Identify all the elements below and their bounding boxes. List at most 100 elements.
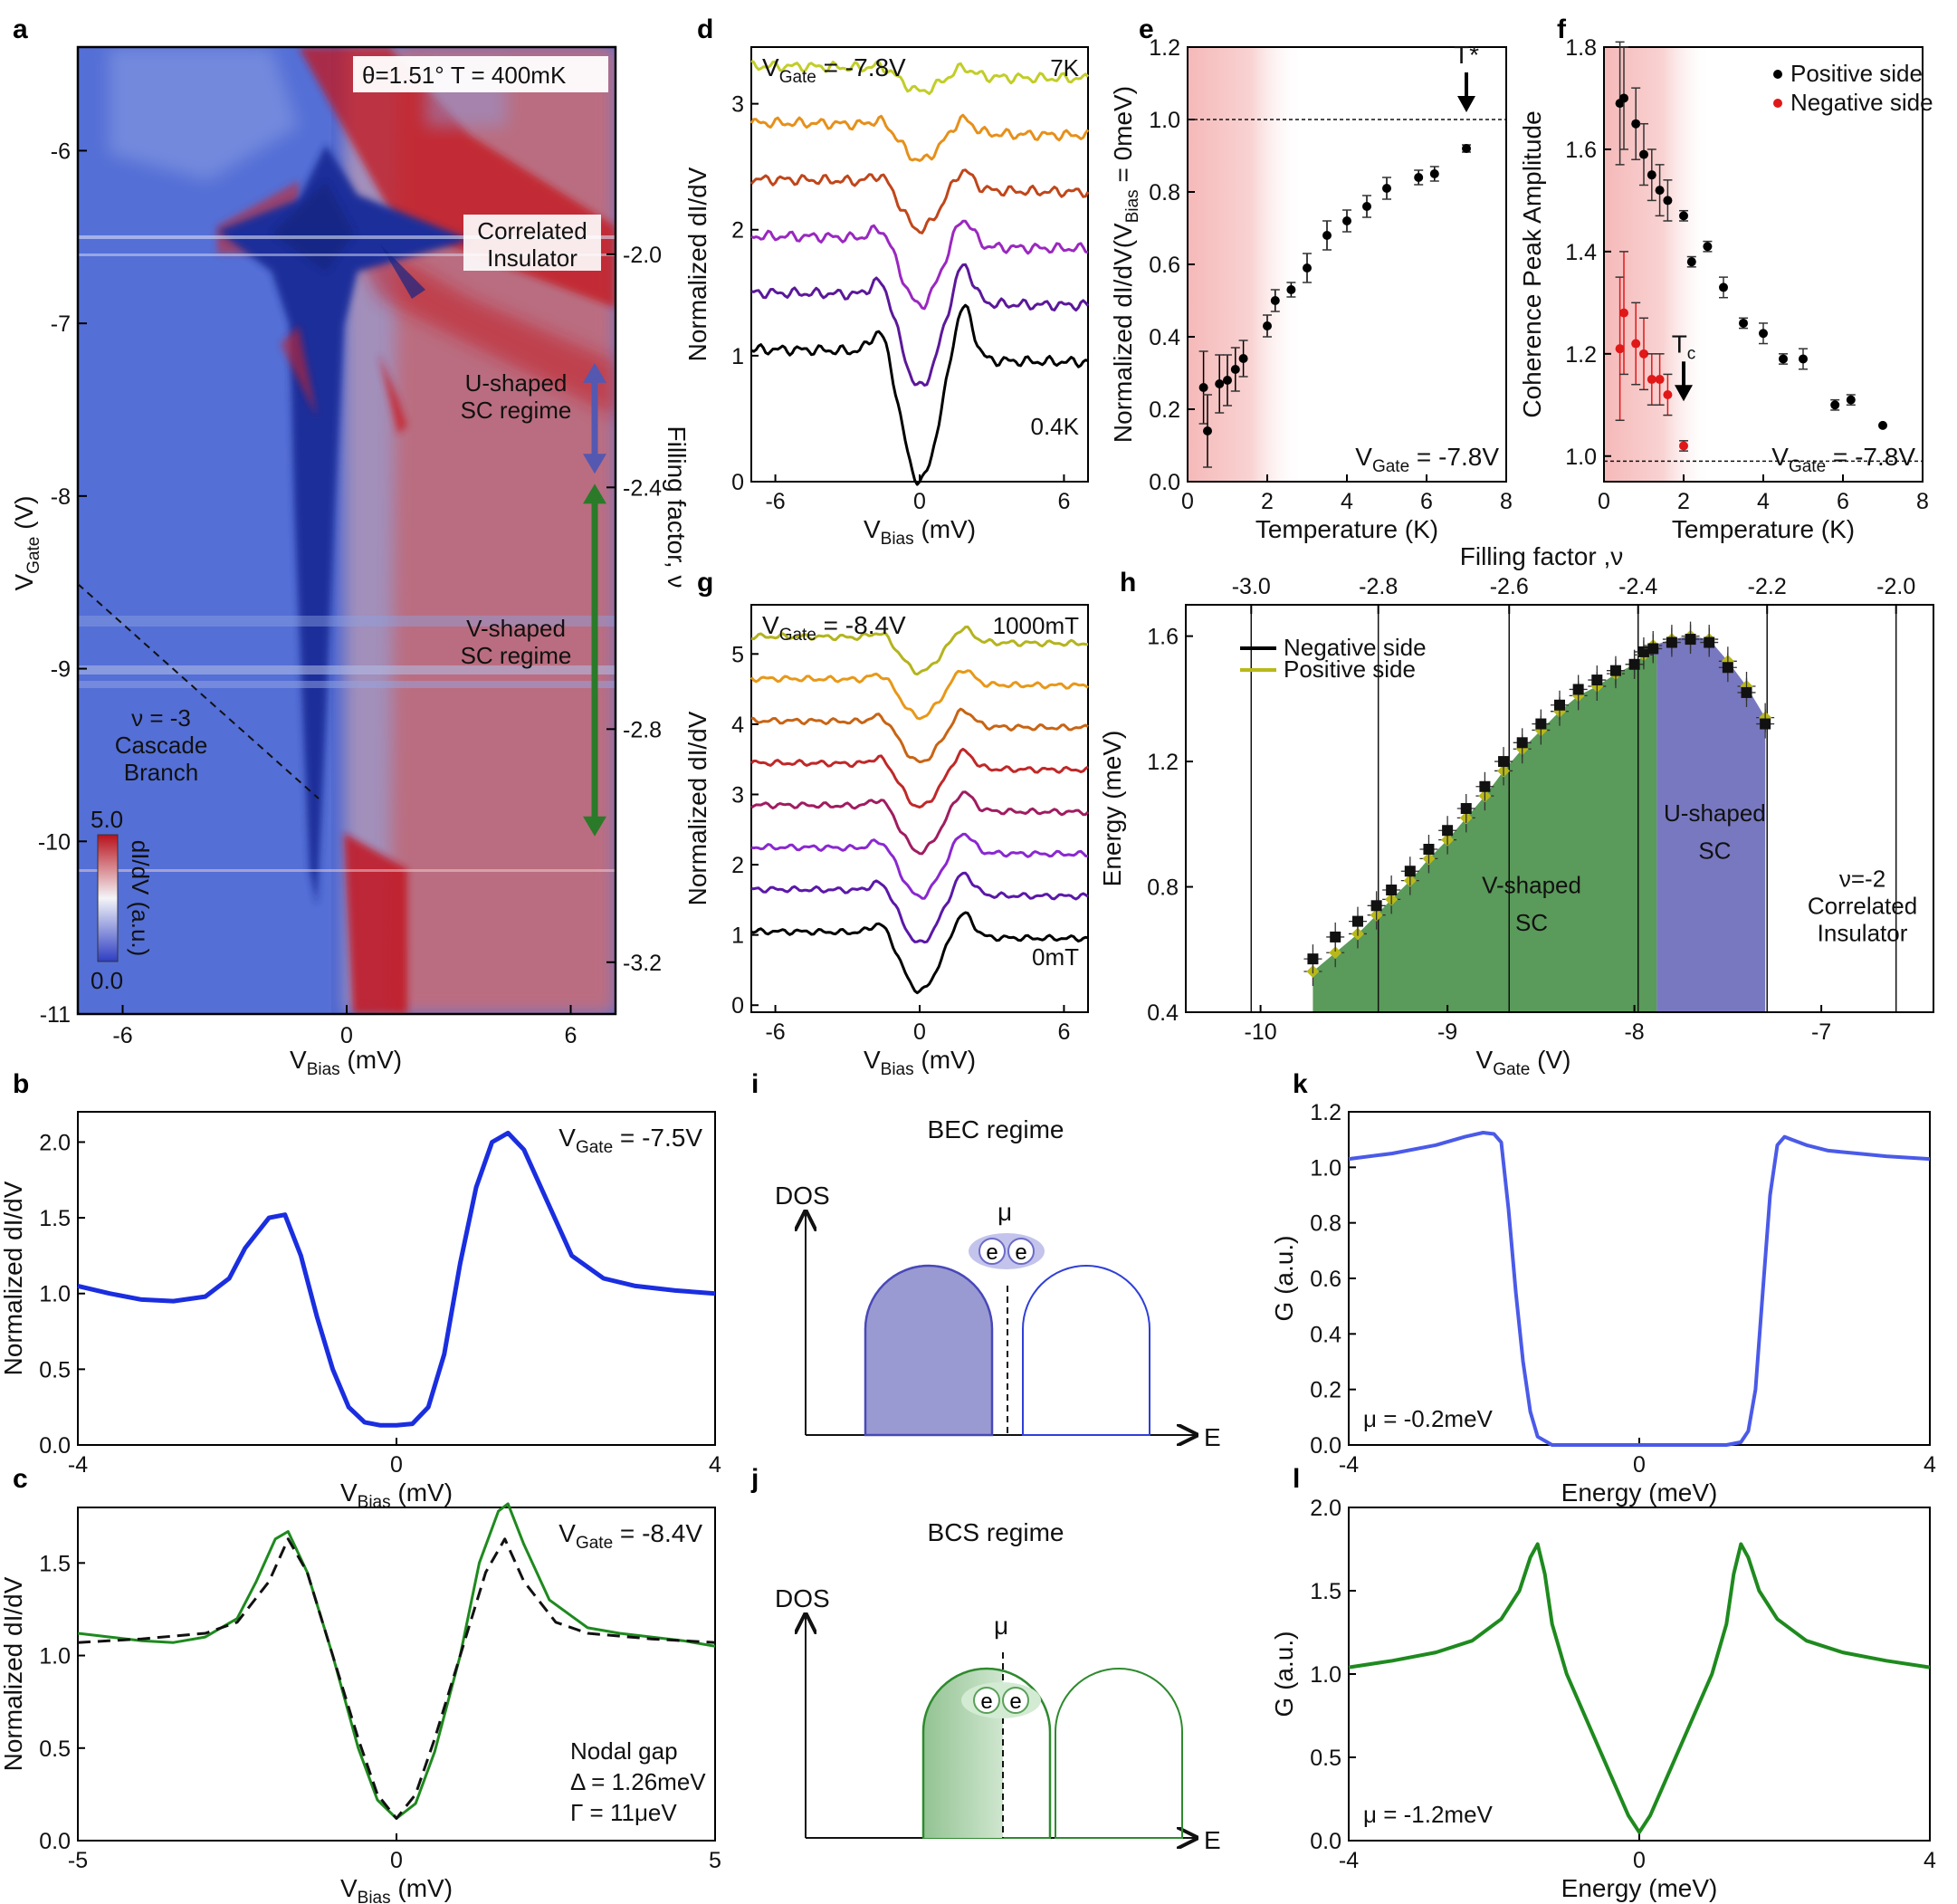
negative-side-point	[1498, 756, 1510, 768]
panel-letter-a: a	[13, 14, 28, 44]
data-point	[1631, 119, 1641, 129]
superconducting-shade	[1188, 47, 1303, 482]
heatmap-y-ticks: -6 -7 -8 -9 -10 -11	[38, 139, 87, 1028]
bcs-electron-1-label: e	[980, 1689, 992, 1714]
legend-top: 7K	[1050, 54, 1079, 81]
top-axis-label: Filling factor ,ν	[1460, 542, 1624, 570]
y-tick-label: 0.2	[1310, 1378, 1341, 1403]
bcs-title: BCS regime	[928, 1518, 1064, 1546]
cascade-label-1: ν = -3	[131, 704, 191, 732]
data-point	[1703, 242, 1713, 252]
y-tick-label: 3	[731, 92, 744, 118]
panel-h-gap-vs-gate: -3.0 -2.8 -2.6 -2.4 -2.2 -2.0 -10 -9 -8 -7 0.4 0.8 1…	[1098, 542, 1934, 1079]
spectrum-curve	[750, 59, 1090, 95]
panel-d-temperature-spectra: -6 0 6 0 1 2 3 VBias (mV) Normalized dI/dV VGate …	[683, 46, 1090, 549]
x-tick-label: 5	[709, 1848, 721, 1873]
y-tick-label: 0.2	[1149, 397, 1180, 423]
negative-side-point	[1423, 844, 1435, 855]
panel-j-bcs-diagram: BCS regime DOS E μ e e	[775, 1518, 1221, 1854]
x-tick-label: -9	[1437, 1019, 1457, 1045]
x-axis-label: VGate (V)	[1476, 1046, 1571, 1079]
y-axis-label: Normalized dI/dV	[683, 711, 711, 905]
data-point	[1679, 211, 1688, 221]
y-tick-label: 1.0	[1310, 1155, 1341, 1181]
panel-title: VGate = -7.8V	[1355, 443, 1499, 476]
bcs-dos-label: DOS	[775, 1584, 830, 1612]
regime-arrow-head	[583, 483, 606, 504]
y-tick-label: 1.2	[1147, 750, 1179, 775]
x-tick-label: 6	[1057, 1019, 1070, 1045]
bec-electron-1-label: e	[986, 1240, 998, 1265]
y-tick-label: -10	[38, 829, 71, 855]
negative-side-point	[1516, 737, 1528, 749]
data-point	[1719, 282, 1728, 292]
y-tick-label: 5	[731, 642, 744, 667]
y-tick-label: 0.0	[39, 1433, 71, 1459]
u-shaped-label-2: SC regime	[461, 397, 572, 424]
y-axis-label: Normalized dI/dV	[0, 1181, 27, 1375]
y-tick-label: 1.2	[1565, 342, 1597, 368]
negative-side-point	[1460, 803, 1472, 814]
spectrum-curve	[750, 303, 1089, 486]
y-tick-label: 0.4	[1149, 325, 1180, 350]
filling-tick-label: -2.0	[1876, 574, 1915, 599]
bcs-mu-label: μ	[994, 1612, 1008, 1640]
bec-filled-band	[864, 1264, 994, 1437]
y-tick-label: 1	[731, 344, 744, 369]
x-tick-label: 2	[1677, 489, 1690, 514]
panel-letter-h: h	[1120, 568, 1136, 598]
data-point	[1203, 426, 1212, 435]
panel-title: VGate = -7.5V	[558, 1124, 702, 1157]
spectrum-curve	[749, 669, 1089, 721]
filling-tick-label: -2.4	[1618, 574, 1657, 599]
data-point	[1679, 441, 1688, 451]
panel-letter-i: i	[751, 1069, 759, 1099]
bec-electron-2-label: e	[1015, 1240, 1026, 1265]
spectrum-curve	[750, 263, 1090, 387]
x-tick-label: 6	[1837, 489, 1849, 514]
v-shaped-label-1: V-shaped	[466, 615, 566, 642]
panel-letter-d: d	[697, 14, 713, 44]
y-tick-label: 2	[731, 853, 744, 878]
fit-annotation: Δ = 1.26meV	[570, 1768, 706, 1795]
panel-letter-b: b	[13, 1069, 29, 1099]
colorbar-min: 0.0	[91, 967, 123, 994]
panel-letters: a b c d e f g h i j k l	[13, 14, 1567, 1494]
legend-marker	[1773, 99, 1782, 108]
x-axis-label: Energy (meV)	[1561, 1478, 1718, 1507]
data-point	[1615, 344, 1625, 354]
y-tick-label: 2.0	[1310, 1496, 1341, 1521]
data-point	[1878, 420, 1887, 430]
negative-side-point	[1554, 699, 1565, 711]
v-shaped-sub-label: SC	[1515, 909, 1548, 936]
x-tick-label: 0	[390, 1848, 403, 1873]
heatmap-filling-ticks: -2.0 -2.4 -2.8 -3.2	[606, 243, 662, 976]
y-tick-label: 0.8	[1149, 180, 1180, 206]
data-point	[1238, 354, 1248, 363]
spectrum-curve	[750, 871, 1089, 944]
data-point	[1686, 257, 1696, 267]
y-tick-label: 1.6	[1147, 625, 1179, 650]
y-axis-label: Normalized dI/dV(VBias = 0meV)	[1109, 86, 1142, 443]
data-point	[1223, 376, 1232, 385]
y-tick-label: 0.0	[1149, 470, 1180, 495]
negative-side-point	[1479, 780, 1491, 792]
regime-arrow-head	[583, 362, 606, 383]
y-tick-label: -8	[51, 484, 71, 510]
ci-label-1: Correlated	[477, 217, 587, 244]
transition-marker-label: Tc	[1672, 330, 1696, 363]
data-point	[1663, 390, 1673, 399]
colorbar	[97, 834, 119, 962]
y-tick-label: -6	[51, 139, 71, 164]
negative-side-point	[1741, 686, 1752, 698]
panel-a-heatmap: θ=1.51° T = 400mK -6 0 6 -6 -7 -8 -9 -10 -11 -2…	[10, 45, 691, 1079]
cascade-branch-line	[77, 583, 320, 799]
x-tick-label: 4	[1924, 1848, 1936, 1873]
y-tick-label: 1.5	[39, 1206, 71, 1231]
negative-side-point	[1637, 646, 1649, 657]
filling-tick-label: -3.2	[623, 951, 662, 976]
spectrum-curve	[749, 168, 1090, 234]
fit-annotation: Γ = 11μeV	[570, 1799, 677, 1826]
panel-letter-g: g	[697, 568, 713, 598]
